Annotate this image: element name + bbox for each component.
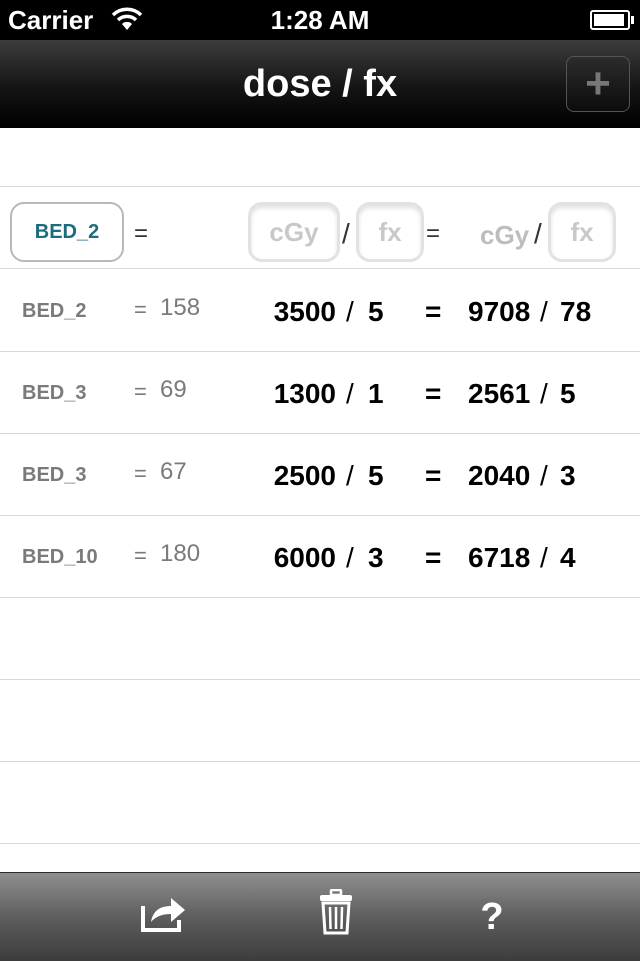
slash-sign-2: / — [540, 460, 548, 491]
bed-label: BED_2 — [22, 300, 87, 322]
slash-sign-2: / — [534, 218, 542, 249]
fractions-input[interactable]: fx — [356, 202, 424, 262]
equals-sign: = — [134, 297, 147, 322]
divider — [0, 515, 640, 516]
bed-label: BED_3 — [22, 464, 87, 486]
dose-value: 2500 — [273, 460, 336, 491]
table-row[interactable]: BED_3 = 67 2500 / 5 = 2040 / 3 — [0, 434, 640, 516]
result-dose-value: 2040 — [468, 460, 531, 491]
table-row[interactable]: BED_3 = 69 1300 / 1 = 2561 / 5 — [0, 352, 640, 434]
divider — [0, 351, 640, 352]
bed-value: 158 — [160, 294, 201, 321]
delete-button[interactable] — [306, 887, 366, 947]
result-fractions-value: 78 — [560, 296, 592, 327]
divider — [0, 597, 640, 598]
divider — [0, 761, 640, 762]
slash-sign: / — [346, 460, 354, 491]
trash-icon — [319, 888, 353, 945]
share-button[interactable] — [134, 887, 194, 947]
equals-sign-2: = — [425, 378, 442, 409]
slash-sign: / — [342, 218, 350, 249]
share-icon — [139, 890, 189, 944]
result-fractions-input[interactable]: fx — [548, 202, 616, 262]
bottom-toolbar: ? — [0, 872, 640, 961]
result-fractions-value: 3 — [560, 460, 576, 491]
slash-sign-2: / — [540, 542, 548, 573]
status-bar: Carrier 1:28 AM — [0, 0, 640, 40]
bed-value: 69 — [160, 376, 187, 403]
wifi-icon — [110, 6, 144, 39]
slash-sign-2: / — [540, 378, 548, 409]
bed-selector-button[interactable]: BED_2 — [10, 202, 124, 262]
equals-sign: = — [134, 461, 147, 486]
slash-sign-2: / — [540, 296, 548, 327]
equals-sign: = — [134, 220, 149, 247]
bed-label: BED_10 — [22, 546, 98, 568]
fractions-value: 5 — [368, 296, 384, 327]
result-dose-label: cGy — [480, 220, 530, 250]
dose-value: 3500 — [273, 296, 336, 327]
slash-sign: / — [346, 542, 354, 573]
table-row[interactable]: BED_2 = 158 3500 / 5 = 9708 / 78 — [0, 270, 640, 352]
result-dose-value: 6718 — [468, 542, 531, 573]
result-fractions-value: 4 — [560, 542, 576, 573]
slash-sign: / — [346, 296, 354, 327]
fractions-value: 1 — [368, 378, 384, 409]
add-button[interactable]: + — [566, 56, 630, 112]
carrier-label: Carrier — [8, 5, 94, 35]
page-title: dose / fx — [242, 63, 398, 105]
divider — [0, 186, 640, 187]
equals-sign: = — [134, 379, 147, 404]
fractions-value: 3 — [368, 542, 384, 573]
fractions-value: 5 — [368, 460, 384, 491]
bed-value: 180 — [160, 540, 201, 567]
divider — [0, 843, 640, 844]
result-fractions-value: 5 — [560, 378, 576, 409]
clock-label: 1:28 AM — [270, 5, 370, 35]
table-row[interactable]: BED_10 = 180 6000 / 3 = 6718 / 4 — [0, 516, 640, 598]
input-row: BED_2 = cGy / fx = cGy / fx — [0, 188, 640, 268]
dose-cgy-input[interactable]: cGy — [248, 202, 340, 262]
battery-icon — [590, 10, 634, 30]
divider — [0, 268, 640, 269]
bed-label: BED_3 — [22, 382, 87, 404]
result-dose-value: 9708 — [468, 296, 531, 327]
dose-value: 1300 — [273, 378, 336, 409]
help-button[interactable]: ? — [462, 887, 522, 947]
equals-sign-2: = — [426, 220, 441, 247]
equals-sign-2: = — [425, 542, 442, 573]
help-icon: ? — [480, 895, 504, 938]
navigation-bar: dose / fx + — [0, 40, 640, 128]
equals-sign: = — [134, 543, 147, 568]
equals-sign-2: = — [425, 296, 442, 327]
dose-value: 6000 — [273, 542, 336, 573]
divider — [0, 433, 640, 434]
divider — [0, 679, 640, 680]
bed-value: 67 — [160, 458, 187, 485]
result-dose-value: 2561 — [468, 378, 531, 409]
slash-sign: / — [346, 378, 354, 409]
equals-sign-2: = — [425, 460, 442, 491]
